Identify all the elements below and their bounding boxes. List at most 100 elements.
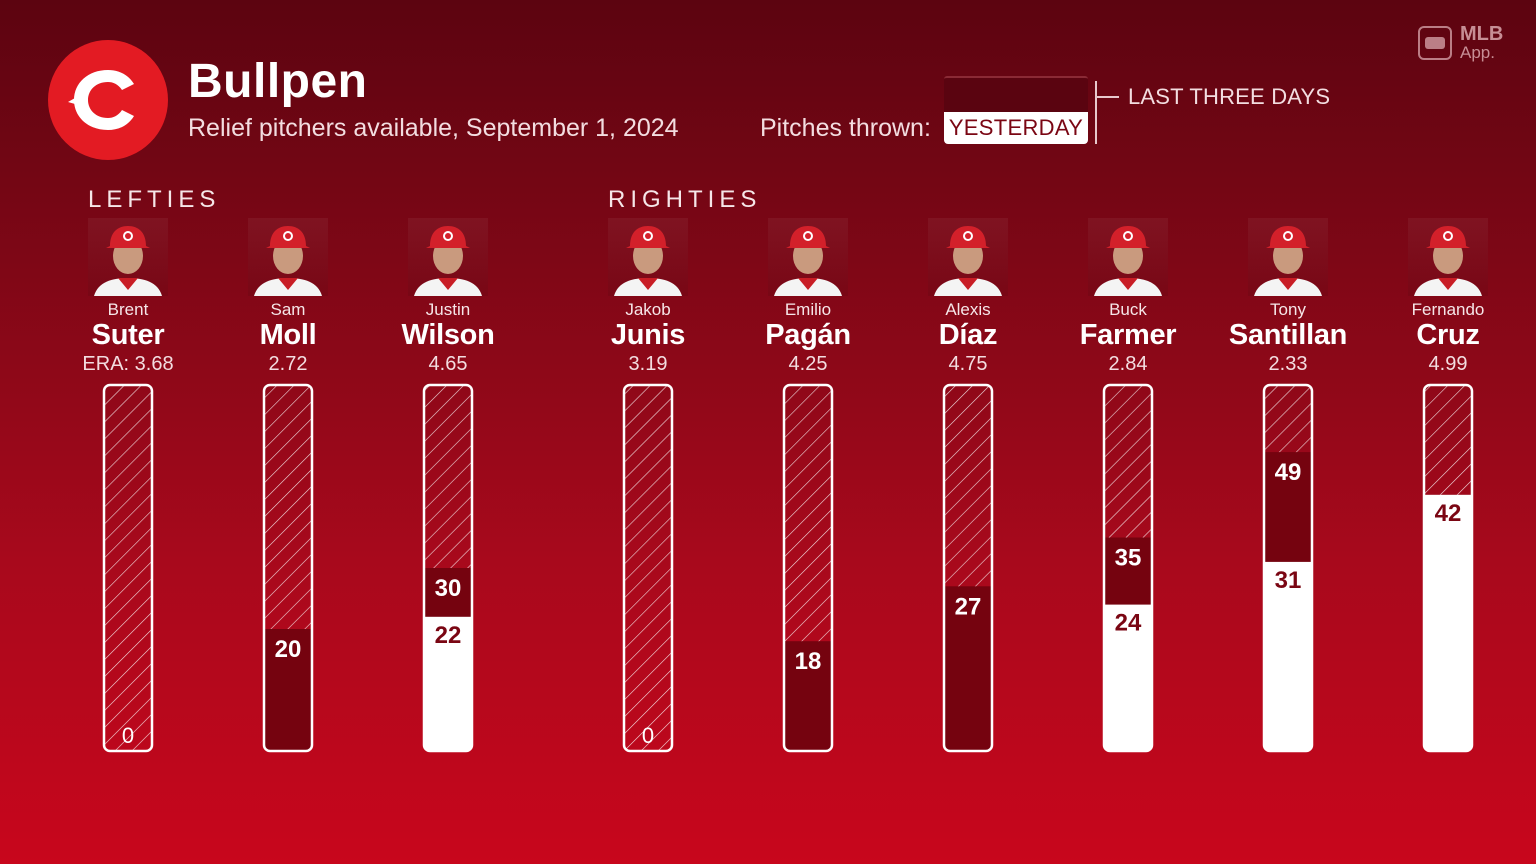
bar-zero-label: 0 [122,723,134,748]
bar-outline [782,383,834,753]
player-headshot [928,218,1008,296]
legend-bracket [1095,81,1097,144]
player-headshot [408,218,488,296]
bar-three-days [944,586,992,751]
bar-outline [262,383,314,753]
pitcher-era: 4.75 [948,353,988,375]
pitcher-era: 2.72 [268,353,308,375]
pitcher-last-name: Moll [259,319,317,351]
bar-three-days-label: 35 [1115,545,1142,572]
pitcher-last-name: Farmer [1079,319,1177,351]
pitcher-card: Tony Santillan 2.33 [1208,218,1368,376]
pitcher-first-name: Justin [425,300,471,319]
pitcher-first-name: Alexis [945,300,991,319]
bar-yesterday [424,616,472,751]
bar-three-days-label: 49 [1275,459,1302,486]
bar-three-days-label: 18 [795,648,822,675]
bar-yesterday-label: 42 [1435,500,1462,527]
brand-line1: MLB [1460,23,1504,45]
righties-label: RIGHTIES [608,186,762,213]
pitcher-era: 4.25 [788,353,828,375]
pitcher-last-name: Suter [91,319,165,351]
pitcher-last-name: Junis [610,319,686,351]
pitcher-first-name: Brent [107,300,149,319]
bar-fill-group [784,385,832,751]
bar-yesterday-label: 24 [1115,610,1142,637]
bar-outline [422,383,474,753]
bar-outline [1102,383,1154,753]
bar-yesterday-label: 31 [1275,567,1302,594]
legend-yesterday: YESTERDAY [944,112,1088,144]
bar-capacity [624,385,672,751]
mlb-app-logo: MLB App. [1418,24,1514,64]
pitcher-first-name: Fernando [1411,300,1485,319]
bar-three-days-label: 20 [275,636,302,663]
pitcher-era: 3.19 [628,353,668,375]
mlb-badge-icon [1418,26,1452,60]
pitcher-card: Buck Farmer 2.84 [1048,218,1208,376]
bar-fill-group [944,385,992,751]
bar-fill-group [424,385,472,751]
bar-three-days-label: 30 [435,575,462,602]
bar-group: 18 [782,383,834,753]
pitcher-card: Fernando Cruz 4.99 [1368,218,1528,376]
player-headshot [608,218,688,296]
bar-capacity [104,385,152,751]
bar-group: 0 [102,383,154,753]
player-headshot [768,218,848,296]
bar-group: 0 [622,383,674,753]
player-headshot [1248,218,1328,296]
bar-yesterday [1424,494,1472,751]
team-logo [48,40,168,160]
bar-fill-group [624,385,672,751]
bar-group: 49 31 [1262,383,1314,753]
bar-fill-group [1264,385,1312,751]
bar-three-days [784,641,832,751]
bar-fill-group [104,385,152,751]
pitcher-card: Emilio Pagán 4.25 [728,218,888,376]
bar-three-days [264,629,312,751]
bar-zero-label: 0 [642,723,654,748]
pitcher-last-name: Cruz [1416,319,1480,351]
pitcher-era: 2.84 [1108,353,1148,375]
bar-outline [1422,383,1474,753]
pitcher-first-name: Sam [270,300,306,319]
bar-group: 35 24 [1102,383,1154,753]
pitcher-last-name: Santillan [1228,319,1348,351]
bar-group: 30 22 [422,383,474,753]
pitcher-first-name: Tony [1270,300,1306,319]
bar-group: 27 [942,383,994,753]
player-headshot [248,218,328,296]
legend-tick [1097,96,1119,98]
brand-line2: App. [1460,43,1495,62]
bar-three-days-label: 27 [955,593,982,620]
bar-group: 20 [262,383,314,753]
pitcher-card: Brent Suter ERA: 3.68 [48,218,208,376]
player-headshot [1088,218,1168,296]
page-subtitle: Relief pitchers available, September 1, … [188,114,679,142]
bar-yesterday [1264,561,1312,751]
bar-outline [1262,383,1314,753]
pitcher-first-name: Emilio [784,300,832,319]
pitcher-first-name: Buck [1109,300,1147,319]
pitcher-card: Sam Moll 2.72 [208,218,368,376]
bar-outline [102,383,154,753]
pitcher-card: Justin Wilson 4.65 [368,218,528,376]
pitcher-era: 4.65 [428,353,468,375]
page-title: Bullpen [188,55,368,108]
pitcher-era: ERA: 3.68 [82,353,174,375]
lefties-label: LEFTIES [88,186,221,213]
bar-yesterday-label: 22 [435,622,462,649]
pitcher-last-name: Díaz [938,319,998,351]
pitcher-first-name: Jakob [625,300,671,319]
legend-three-days: LAST THREE DAYS [1128,84,1331,109]
pitcher-card: Jakob Junis 3.19 [568,218,728,376]
pitcher-last-name: Pagán [765,319,851,351]
bar-fill-group [264,385,312,751]
player-headshot [1408,218,1488,296]
legend-swatch-three-days [944,76,1088,112]
pitcher-era: 4.99 [1428,353,1468,375]
pitcher-card: Alexis Díaz 4.75 [888,218,1048,376]
bar-group: 42 [1422,383,1474,753]
